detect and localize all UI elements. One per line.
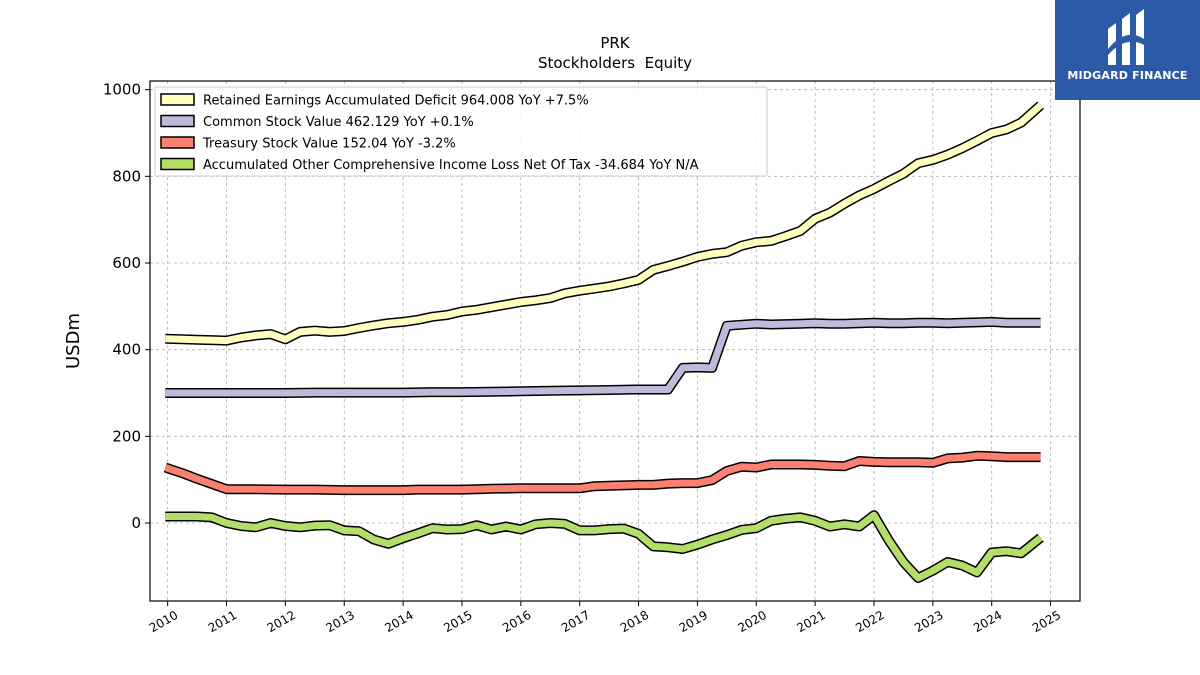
legend-swatch: [160, 136, 195, 149]
legend-label: Treasury Stock Value 152.04 YoY -3.2%: [202, 137, 456, 152]
x-tick-label: 2010: [147, 608, 180, 635]
x-tick-label: 2011: [206, 608, 239, 635]
y-tick-label: 600: [112, 254, 141, 272]
series-line: [165, 318, 1041, 397]
y-tick-label: 400: [112, 341, 141, 359]
x-tick-label: 2022: [853, 608, 886, 635]
y-tick-label: 800: [112, 167, 141, 185]
brand-logo: MIDGARD FINANCE: [1055, 0, 1200, 100]
x-tick-label: 2025: [1030, 608, 1063, 635]
series-line: [164, 452, 1041, 494]
x-tick-label: 2016: [500, 608, 533, 635]
series-line: [165, 511, 1043, 582]
legend-label: Retained Earnings Accumulated Deficit 96…: [203, 94, 589, 109]
chart-title: PRK: [600, 34, 630, 52]
x-tick-label: 2012: [265, 608, 298, 635]
x-tick-label: 2014: [382, 608, 415, 635]
x-tick-label: 2020: [736, 608, 769, 635]
x-tick-label: 2017: [559, 608, 592, 635]
plot-area-frame: [149, 80, 1081, 602]
legend-label: Common Stock Value 462.129 YoY +0.1%: [203, 115, 474, 130]
legend-swatch: [160, 93, 195, 106]
y-tick-label: 200: [112, 427, 141, 445]
x-tick-label: 2019: [677, 608, 710, 635]
y-axis-ticks: 0 200 400 600 800 1000: [103, 81, 150, 532]
y-axis-label: USDm: [63, 313, 84, 369]
y-tick-label: 0: [131, 514, 141, 532]
legend-label: Accumulated Other Comprehensive Income L…: [203, 158, 699, 173]
x-tick-label: 2015: [441, 608, 474, 635]
legend-frame: [154, 86, 768, 177]
x-tick-label: 2013: [324, 608, 357, 635]
x-tick-label: 2021: [794, 608, 827, 635]
x-axis-ticks: 2010 2011 2012 2013 2014 2015 2016 2017 2018 2019…: [147, 601, 1063, 635]
series-lines: [163, 101, 1044, 583]
brand-name: MIDGARD FINANCE: [1067, 69, 1188, 82]
x-tick-label: 2024: [971, 608, 1004, 635]
x-tick-label: 2023: [912, 608, 945, 635]
legend-swatch: [160, 157, 195, 171]
legend-swatch: [160, 114, 195, 128]
chart-subtitle: Stockholders Equity: [538, 54, 692, 72]
y-tick-label: 1000: [103, 81, 141, 99]
series-line: [165, 102, 1043, 345]
midgard-finance-logo-icon: [1108, 9, 1144, 65]
x-tick-label: 2018: [618, 608, 651, 635]
legend: Retained Earnings Accumulated Deficit 96…: [154, 86, 768, 177]
